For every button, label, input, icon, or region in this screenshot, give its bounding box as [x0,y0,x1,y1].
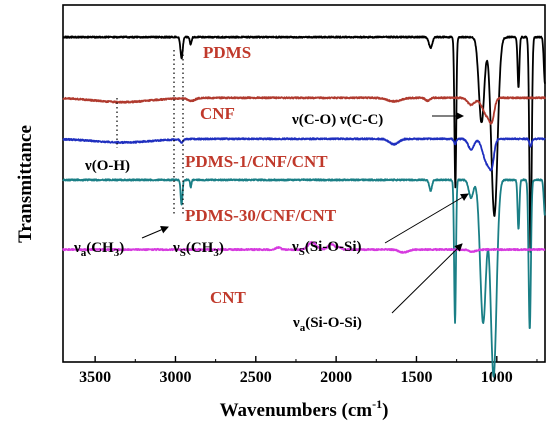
x-axis-title: Wavenumbers (cm-1) [220,397,389,421]
x-tick-label: 3500 [79,369,111,386]
label-cnt: CNT [210,288,247,307]
x-tick-label: 1000 [481,369,513,386]
arrow-ch3-asym [141,226,169,239]
series-line-cnt [62,240,546,254]
x-tick-label: 3000 [159,369,191,386]
series-line-pdms-30-cnf-cnt [62,178,546,378]
arrow-sios-sym [384,193,469,244]
plot-frame [62,4,546,363]
guide-lines [116,50,184,215]
annotation-sios-sym: νS(Si-O-Si) [291,239,362,258]
annotation-co-cc: ν(C-O) ν(C-C) [291,112,383,128]
label-cnf: CNF [200,104,235,123]
annotation-sios-asym: νa(Si-O-Si) [292,315,362,334]
series-line-pdms-1-cnf-cnt [62,137,546,172]
y-axis-title: Transmittance [15,125,36,243]
x-tick-label: 2000 [320,369,352,386]
x-axis-ticks: 3500 3000 2500 2000 1500 1000 [79,356,538,386]
label-pdms30: PDMS-30/CNF/CNT [185,206,337,225]
x-tick-label: 1500 [400,369,432,386]
annotation-ch3-sym: νS(CH3) [172,240,224,259]
annotation-ch3-asym: νa(CH3) [73,240,124,259]
annotation-oh: ν(O-H) [84,158,130,174]
arrow-sios-asym [391,243,463,314]
series-line-pdms [62,35,546,253]
annotation-arrows [141,112,469,314]
series-line-cnf [62,96,546,125]
label-pdms: PDMS [203,43,251,62]
x-tick-label: 2500 [240,369,272,386]
series-lines [62,35,546,378]
label-pdms1: PDMS-1/CNF/CNT [185,152,328,171]
